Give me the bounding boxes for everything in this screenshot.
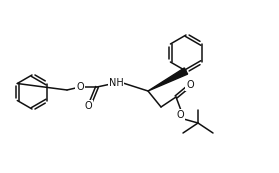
Text: O: O: [84, 101, 92, 111]
Text: O: O: [176, 110, 184, 120]
Text: O: O: [186, 80, 194, 90]
Text: NH: NH: [109, 78, 123, 88]
Text: O: O: [76, 82, 84, 92]
Polygon shape: [148, 68, 188, 91]
